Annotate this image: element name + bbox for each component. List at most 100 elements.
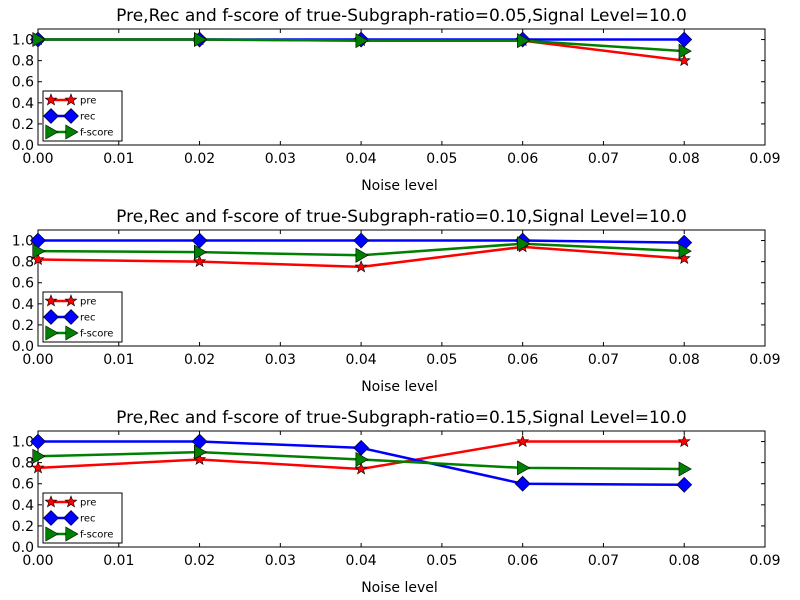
legend-marker	[45, 526, 59, 542]
legend-label: pre	[80, 297, 96, 308]
data-point	[194, 32, 208, 48]
y-tick-label: 0.2	[12, 519, 34, 535]
x-tick-label: 0.05	[426, 151, 457, 167]
data-point	[355, 33, 369, 49]
y-tick-label: 0.6	[12, 276, 34, 292]
data-point	[678, 243, 692, 259]
x-tick-label: 0.09	[749, 553, 780, 569]
y-tick-label: 0.8	[12, 456, 34, 472]
legend-marker	[64, 294, 78, 307]
legend-marker	[63, 510, 79, 526]
legend-marker	[64, 495, 78, 508]
y-tick-label: 0.2	[12, 117, 34, 133]
legend-marker	[45, 325, 59, 341]
x-tick-label: 0.07	[588, 151, 619, 167]
x-tick-label: 0.00	[22, 352, 53, 368]
legend-label: f-score	[80, 329, 113, 340]
y-tick-label: 0.0	[12, 138, 34, 154]
legend: pre rec f-score	[42, 291, 123, 343]
y-tick-label: 0.4	[12, 96, 34, 112]
data-point	[517, 33, 531, 49]
data-point	[354, 462, 368, 475]
data-point	[677, 434, 691, 448]
x-tick-label: 0.05	[426, 352, 457, 368]
x-tick-label: 0.07	[588, 352, 619, 368]
y-tick-label: 0.2	[12, 318, 34, 334]
legend-marker	[44, 93, 58, 106]
legend-marker	[64, 93, 78, 106]
y-tick-label: 1.0	[12, 33, 34, 49]
legend-label: f-score	[80, 530, 113, 541]
legend-label: rec	[80, 313, 96, 324]
legend-marker	[65, 124, 79, 140]
data-point	[678, 461, 692, 477]
legend: pre rec f-score	[42, 90, 123, 142]
y-tick-label: 0.4	[12, 498, 34, 514]
legend-marker	[44, 294, 58, 307]
data-point	[354, 260, 368, 273]
x-tick-label: 0.00	[22, 151, 53, 167]
data-point	[355, 247, 369, 263]
y-tick-label: 1.0	[12, 435, 34, 451]
legend: pre rec f-score	[42, 492, 123, 544]
data-point	[32, 32, 46, 48]
x-axis-label: Noise level	[361, 178, 438, 194]
legend-label: f-score	[80, 128, 113, 139]
subplot-3: Pre,Rec and f-score of true-Subgraph-rat…	[12, 408, 781, 596]
series-f-score	[32, 236, 692, 263]
x-tick-label: 0.05	[426, 553, 457, 569]
data-point	[194, 444, 208, 460]
data-point	[514, 475, 531, 492]
x-tick-label: 0.02	[184, 151, 215, 167]
x-tick-label: 0.07	[588, 553, 619, 569]
data-point	[517, 460, 531, 476]
x-tick-label: 0.00	[22, 553, 53, 569]
y-tick-label: 0.6	[12, 75, 34, 91]
series-f-score	[32, 32, 692, 59]
data-point	[30, 433, 46, 450]
x-tick-label: 0.06	[507, 553, 538, 569]
legend-marker	[45, 124, 59, 140]
x-tick-label: 0.08	[669, 352, 700, 368]
plot-area	[37, 430, 766, 548]
y-tick-label: 0.0	[12, 540, 34, 556]
x-tick-label: 0.08	[669, 151, 700, 167]
x-tick-label: 0.04	[346, 553, 377, 569]
x-tick-label: 0.03	[265, 553, 296, 569]
x-axis-label: Noise level	[361, 580, 438, 596]
data-point	[194, 244, 208, 260]
legend-marker	[65, 526, 79, 542]
legend-label: pre	[80, 498, 96, 509]
x-tick-label: 0.01	[103, 352, 134, 368]
chart-title: Pre,Rec and f-score of true-Subgraph-rat…	[116, 207, 687, 227]
legend-label: pre	[80, 96, 96, 107]
subplot-2: Pre,Rec and f-score of true-Subgraph-rat…	[12, 207, 781, 395]
y-tick-label: 1.0	[12, 234, 34, 250]
data-point	[678, 43, 692, 59]
x-tick-label: 0.01	[103, 151, 134, 167]
x-tick-label: 0.09	[749, 352, 780, 368]
x-tick-label: 0.04	[346, 352, 377, 368]
legend-marker	[43, 510, 59, 526]
series-pre	[31, 434, 691, 475]
x-axis-label: Noise level	[361, 379, 438, 395]
x-tick-label: 0.04	[346, 151, 377, 167]
x-tick-label: 0.03	[265, 352, 296, 368]
y-tick-label: 0.8	[12, 255, 34, 271]
data-point	[193, 254, 207, 268]
series-f-score	[32, 444, 692, 477]
y-tick-label: 0.6	[12, 477, 34, 493]
x-tick-label: 0.06	[507, 151, 538, 167]
plot-area	[37, 229, 766, 347]
data-point	[677, 53, 691, 67]
chart-title: Pre,Rec and f-score of true-Subgraph-rat…	[116, 6, 687, 26]
data-point	[676, 476, 693, 493]
x-tick-label: 0.06	[507, 352, 538, 368]
x-tick-label: 0.01	[103, 553, 134, 569]
x-tick-label: 0.02	[184, 352, 215, 368]
legend-marker	[63, 309, 79, 325]
data-point	[353, 232, 370, 249]
y-tick-label: 0.8	[12, 54, 34, 70]
data-point	[31, 461, 45, 474]
